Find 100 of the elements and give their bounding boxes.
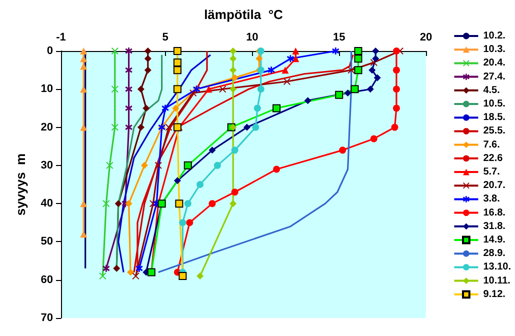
point — [80, 230, 88, 238]
point — [231, 188, 238, 196]
point — [196, 181, 204, 188]
point — [256, 55, 263, 62]
x-tick-label: 5 — [162, 32, 168, 44]
point — [137, 86, 144, 93]
legend-label: 9.12. — [483, 288, 506, 300]
line-series — [118, 54, 212, 274]
point — [173, 85, 182, 94]
point — [102, 200, 110, 208]
x-tick-label: -1 — [56, 32, 66, 44]
point — [125, 200, 132, 208]
point — [391, 124, 398, 131]
point — [140, 162, 148, 169]
y-tick-label: 0 — [46, 45, 53, 57]
point — [144, 66, 152, 74]
point — [125, 124, 132, 131]
point — [354, 54, 362, 63]
point — [368, 66, 376, 74]
point — [282, 66, 289, 74]
point — [80, 200, 88, 208]
legend-label: 20.4. — [483, 58, 506, 69]
point — [254, 104, 261, 112]
point — [231, 146, 238, 154]
point — [354, 47, 362, 55]
y-tick-label: 50 — [40, 236, 53, 248]
x-tick-label: 10 — [246, 32, 258, 44]
y-tick-label: 20 — [40, 121, 53, 134]
point — [125, 48, 132, 54]
point — [252, 124, 260, 131]
point — [268, 66, 275, 74]
point — [154, 162, 162, 169]
point — [184, 161, 192, 170]
point — [372, 55, 380, 62]
point — [214, 162, 221, 169]
point — [111, 86, 118, 93]
point — [142, 104, 150, 112]
legend-label: 25.5. — [483, 126, 506, 137]
point — [286, 55, 294, 62]
point — [208, 146, 216, 154]
point — [372, 48, 380, 54]
point — [339, 146, 346, 154]
point — [106, 162, 114, 169]
y-tick-label: 60 — [40, 274, 53, 286]
point — [335, 90, 344, 99]
point — [80, 86, 88, 93]
point — [144, 55, 152, 62]
legend-label: 7.6. — [483, 139, 500, 150]
x-tick-label: 20 — [420, 32, 432, 44]
point — [162, 104, 169, 112]
point — [292, 48, 300, 54]
point — [80, 124, 88, 131]
point — [208, 200, 216, 208]
point — [392, 104, 400, 112]
point — [205, 86, 212, 93]
point — [174, 177, 181, 184]
legend-label: 27.4. — [483, 71, 506, 82]
point — [243, 124, 250, 131]
legend-label: 18.5. — [483, 112, 506, 124]
legend-label: 10.3. — [483, 44, 506, 56]
point — [80, 62, 88, 70]
point — [374, 74, 381, 82]
point — [348, 66, 355, 74]
point — [111, 48, 118, 54]
y-tick-label: 40 — [40, 198, 53, 210]
point — [99, 272, 106, 280]
legend-label: 31.8. — [483, 220, 506, 232]
legend-label: 10.11. — [483, 275, 511, 286]
point — [370, 135, 378, 142]
point — [173, 47, 182, 55]
point — [350, 85, 359, 94]
x-axis-title: lämpötila °C — [204, 7, 284, 22]
point — [231, 74, 238, 82]
point — [144, 48, 152, 54]
point — [219, 86, 226, 93]
legend-label: 4.5. — [483, 84, 500, 96]
point — [113, 264, 120, 272]
x-tick-label: 15 — [332, 32, 346, 44]
point — [332, 48, 340, 54]
point — [132, 272, 140, 280]
point — [173, 66, 182, 74]
point — [125, 104, 132, 112]
point — [230, 124, 237, 131]
point — [172, 104, 180, 112]
point — [175, 200, 184, 208]
legend-label: 13.10. — [483, 262, 512, 273]
point — [179, 219, 186, 226]
point — [230, 66, 237, 74]
point — [137, 124, 144, 131]
point — [184, 200, 192, 208]
legend-label: 3.8. — [483, 194, 500, 205]
legend-label: 28.9. — [483, 248, 506, 260]
legend-label: 10.2. — [483, 30, 506, 42]
point — [127, 268, 134, 276]
point — [392, 48, 400, 54]
legend-label: 20.7. — [483, 180, 506, 192]
point — [366, 86, 374, 93]
point — [111, 124, 118, 131]
legend-label: 22.6 — [483, 152, 504, 164]
point — [304, 97, 312, 104]
